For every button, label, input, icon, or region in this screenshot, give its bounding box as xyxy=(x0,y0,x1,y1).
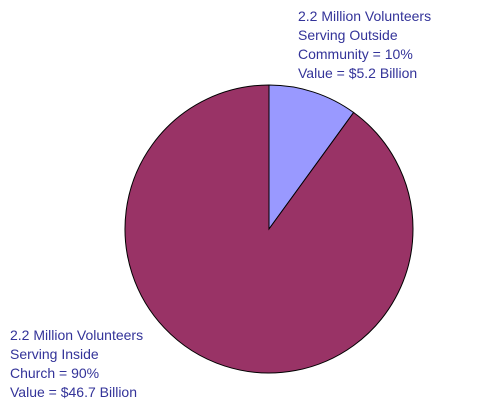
label-line: 2.2 Million Volunteers xyxy=(10,327,144,343)
label-line: Church = 90% xyxy=(10,365,100,381)
pie-slice-serving-inside-church xyxy=(124,84,414,374)
label-line: Community = 10% xyxy=(298,46,413,62)
label-line: Value = $5.2 Billion xyxy=(298,65,418,81)
pie-slices xyxy=(124,84,414,374)
slice-label-inside-church: 2.2 Million Volunteers Serving Inside Ch… xyxy=(10,326,143,402)
pie-slice-serving-outside-community xyxy=(268,84,355,231)
label-line: Value = $46.7 Billion xyxy=(10,384,137,400)
label-line: 2.2 Million Volunteers xyxy=(298,8,432,24)
label-line: Serving Outside xyxy=(298,27,398,43)
slice-label-outside-community: 2.2 Million Volunteers Serving Outside C… xyxy=(298,7,431,83)
label-line: Serving Inside xyxy=(10,346,99,362)
